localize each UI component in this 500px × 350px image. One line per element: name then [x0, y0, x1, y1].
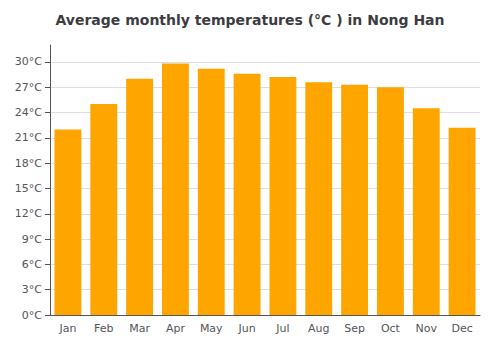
svg-text:Nov: Nov: [416, 322, 438, 335]
svg-text:9°C: 9°C: [22, 233, 42, 246]
svg-text:30°C: 30°C: [15, 55, 42, 68]
svg-text:21°C: 21°C: [15, 131, 42, 144]
svg-text:6°C: 6°C: [22, 258, 42, 271]
svg-text:24°C: 24°C: [15, 106, 42, 119]
svg-text:0°C: 0°C: [22, 309, 42, 322]
svg-text:Oct: Oct: [381, 322, 401, 335]
svg-text:Dec: Dec: [451, 322, 472, 335]
svg-text:Jan: Jan: [58, 322, 76, 335]
svg-text:Apr: Apr: [166, 322, 186, 335]
svg-text:May: May: [200, 322, 223, 335]
svg-text:12°C: 12°C: [15, 207, 42, 220]
svg-text:Mar: Mar: [129, 322, 150, 335]
svg-text:Jul: Jul: [275, 322, 289, 335]
svg-text:Average monthly temperatures (: Average monthly temperatures (°C ) in No…: [55, 12, 444, 28]
svg-text:27°C: 27°C: [15, 81, 42, 94]
svg-text:Jun: Jun: [237, 322, 255, 335]
svg-text:3°C: 3°C: [22, 283, 42, 296]
svg-text:Feb: Feb: [94, 322, 113, 335]
svg-text:Sep: Sep: [344, 322, 365, 335]
svg-text:15°C: 15°C: [15, 182, 42, 195]
svg-text:Aug: Aug: [308, 322, 329, 335]
svg-text:18°C: 18°C: [15, 157, 42, 170]
